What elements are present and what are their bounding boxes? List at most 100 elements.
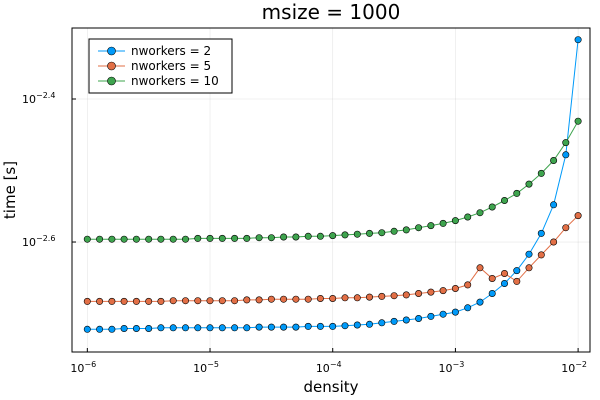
series-1 xyxy=(83,36,582,333)
data-point xyxy=(304,232,312,240)
y-axis-ticks: 10−2.6 10−2.4 xyxy=(22,91,76,249)
data-point xyxy=(341,322,349,330)
data-point xyxy=(353,230,361,238)
data-point xyxy=(231,297,239,305)
data-point xyxy=(243,296,251,304)
data-point xyxy=(574,36,582,44)
data-point xyxy=(341,294,349,302)
data-point xyxy=(182,324,190,332)
data-point xyxy=(500,279,508,287)
data-point xyxy=(341,231,349,239)
data-point xyxy=(182,235,190,243)
data-point xyxy=(537,229,545,237)
data-point xyxy=(316,294,324,302)
data-point xyxy=(292,295,300,303)
data-point xyxy=(267,323,275,331)
data-point xyxy=(550,238,558,246)
data-point xyxy=(194,234,202,242)
series-3 xyxy=(83,117,582,243)
data-point xyxy=(390,227,398,235)
data-point xyxy=(231,234,239,242)
data-point xyxy=(145,324,153,332)
data-point xyxy=(108,325,116,333)
data-point xyxy=(353,294,361,302)
data-point xyxy=(316,322,324,330)
data-point xyxy=(550,201,558,209)
y-tick-label: 10−2.6 xyxy=(22,234,55,249)
data-point xyxy=(562,139,570,147)
data-point xyxy=(206,297,214,305)
data-point xyxy=(132,324,140,332)
data-point xyxy=(476,298,484,306)
x-tick-label: 10−3 xyxy=(439,360,465,375)
data-point xyxy=(96,297,104,305)
data-point xyxy=(120,324,128,332)
data-point xyxy=(402,316,410,324)
data-point xyxy=(96,235,104,243)
legend-item: nworkers = 10 xyxy=(98,74,219,88)
data-point xyxy=(108,297,116,305)
data-point xyxy=(108,235,116,243)
data-point xyxy=(488,274,496,282)
legend-marker xyxy=(107,46,116,56)
data-point xyxy=(415,224,423,232)
data-point xyxy=(365,229,373,237)
data-point xyxy=(83,235,91,243)
data-point xyxy=(304,295,312,303)
data-point xyxy=(439,310,447,318)
x-tick-label: 10−4 xyxy=(316,360,342,375)
legend-label: nworkers = 10 xyxy=(131,74,219,88)
legend-marker xyxy=(107,61,116,71)
data-point xyxy=(451,308,459,316)
x-tick-label: 10−2 xyxy=(561,360,587,375)
data-point xyxy=(402,291,410,299)
data-point xyxy=(218,324,226,332)
data-point xyxy=(255,296,263,304)
data-point xyxy=(132,235,140,243)
data-point xyxy=(525,264,533,272)
data-point xyxy=(574,212,582,220)
data-point xyxy=(415,314,423,322)
data-point xyxy=(562,151,570,159)
data-point xyxy=(488,289,496,297)
data-point xyxy=(427,312,435,320)
series-layer xyxy=(83,36,582,333)
data-point xyxy=(378,229,386,237)
data-point xyxy=(243,234,251,242)
data-point xyxy=(206,324,214,332)
data-point xyxy=(476,209,484,217)
data-point xyxy=(206,234,214,242)
data-point xyxy=(488,203,496,211)
data-point xyxy=(476,264,484,272)
data-point xyxy=(513,267,521,275)
legend-label: nworkers = 2 xyxy=(131,44,211,58)
data-point xyxy=(194,297,202,305)
data-point xyxy=(415,289,423,297)
data-point xyxy=(120,235,128,243)
data-point xyxy=(513,277,521,285)
data-point xyxy=(132,297,140,305)
data-point xyxy=(365,293,373,301)
legend-marker xyxy=(107,76,116,86)
data-point xyxy=(439,287,447,295)
data-point xyxy=(353,321,361,329)
legend-item: nworkers = 5 xyxy=(98,59,211,73)
data-point xyxy=(243,324,251,332)
data-point xyxy=(255,323,263,331)
y-axis-title: time [s] xyxy=(1,161,19,219)
data-point xyxy=(157,297,165,305)
data-point xyxy=(464,304,472,312)
legend-item: nworkers = 2 xyxy=(98,44,211,58)
y-tick-label: 10−2.4 xyxy=(22,91,55,106)
data-point xyxy=(365,320,373,328)
data-point xyxy=(182,297,190,305)
data-point xyxy=(231,324,239,332)
data-point xyxy=(427,288,435,296)
data-point xyxy=(157,324,165,332)
data-point xyxy=(218,297,226,305)
data-point xyxy=(329,322,337,330)
data-point xyxy=(537,169,545,177)
data-point xyxy=(451,217,459,225)
